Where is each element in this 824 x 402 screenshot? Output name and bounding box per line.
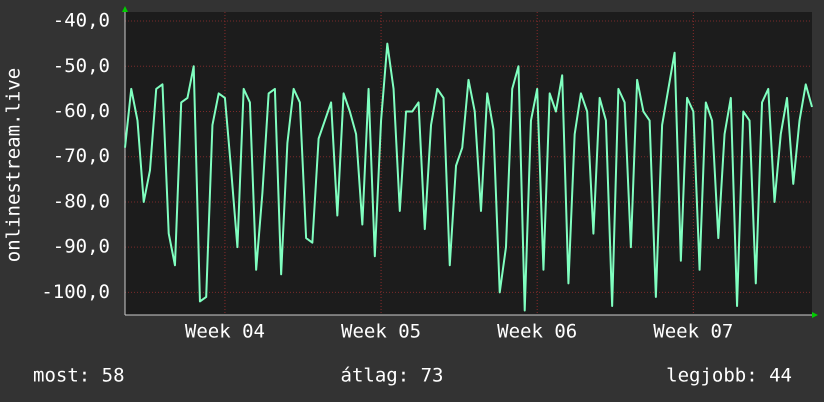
footer-best: legjobb: 44 [666,365,792,387]
footer-average: átlag: 73 [341,365,444,387]
plot-area [125,12,812,315]
y-tick-label: -60,0 [53,100,110,122]
data-line [124,42,813,312]
x-tick-label: Week 05 [341,321,421,343]
y-tick-label: -80,0 [53,190,110,212]
y-tick-label: -90,0 [53,236,110,258]
x-tick-label: Week 07 [653,321,733,343]
y-tick-label: -100,0 [41,281,110,303]
y-axis-arrow [122,6,128,12]
y-tick-label: -70,0 [53,145,110,167]
x-axis-arrow [812,312,818,318]
x-tick-label: Week 04 [185,321,265,343]
y-axis-label: onlinestream.live [3,68,25,262]
y-tick-label: -40,0 [53,10,110,32]
y-tick-label: -50,0 [53,55,110,77]
footer-current: most: 58 [33,365,125,387]
x-tick-label: Week 06 [497,321,577,343]
